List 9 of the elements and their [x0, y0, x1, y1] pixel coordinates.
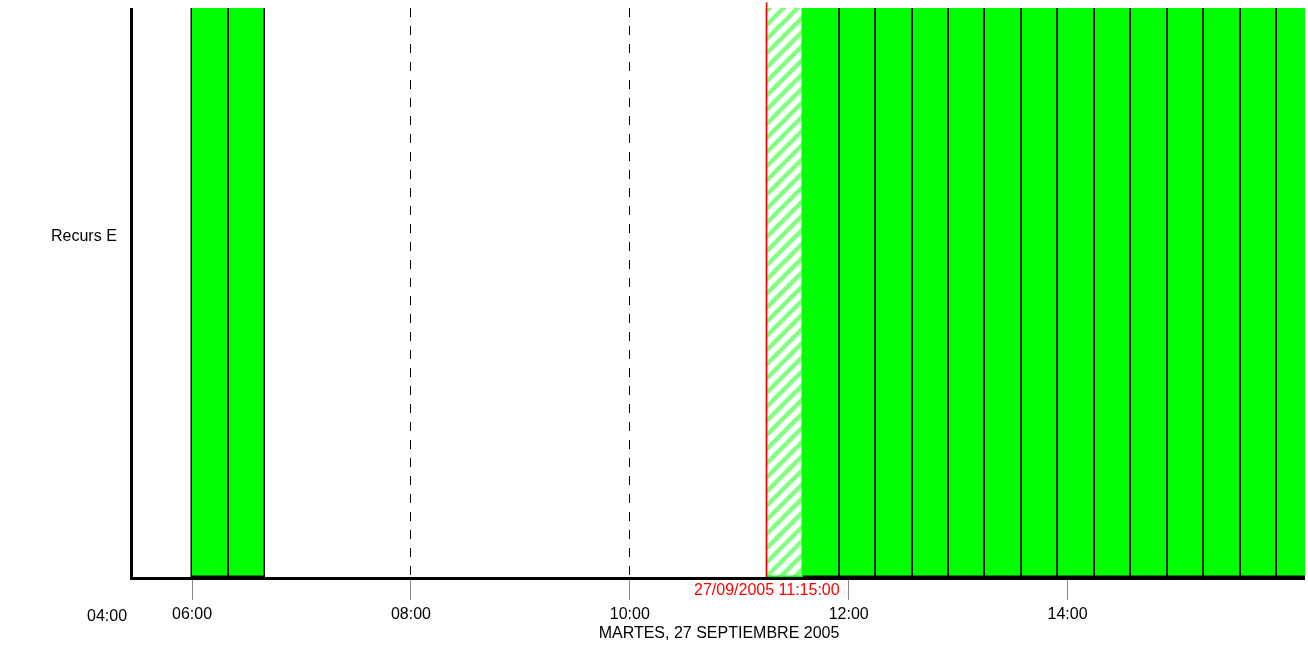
- x-tick-label: 14:00: [1047, 605, 1088, 623]
- y-axis-title: Recurs E: [51, 227, 117, 244]
- text: 04:00: [87, 607, 128, 624]
- ref-line-label: 27/09/2005 11:15:00: [694, 581, 840, 598]
- x-tick-label: 06:00: [172, 605, 213, 623]
- x-axis-title: MARTES, 27 SEPTIEMBRE 2005: [598, 623, 840, 641]
- x-tick-label: 10:00: [609, 605, 650, 623]
- x-tick-label: 08:00: [390, 605, 432, 623]
- x-tick-label: 12:00: [828, 605, 869, 623]
